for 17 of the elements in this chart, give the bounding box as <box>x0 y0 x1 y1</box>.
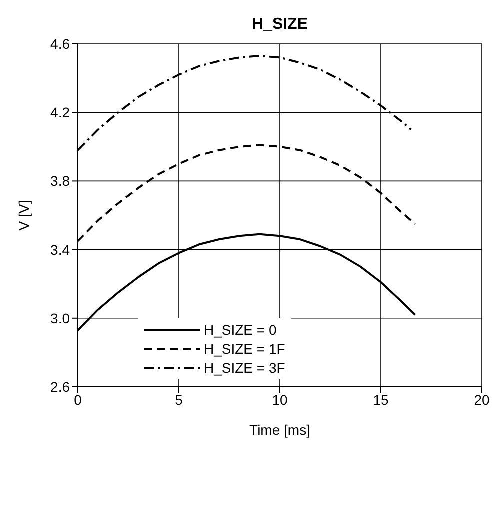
y-tick-label: 4.2 <box>50 104 70 121</box>
y-tick-label: 2.6 <box>50 378 70 395</box>
x-axis-title: Time [ms] <box>250 422 310 438</box>
x-tick-label: 20 <box>474 392 490 408</box>
legend-label: H_SIZE = 0 <box>204 322 277 338</box>
x-tick-label: 10 <box>272 392 288 408</box>
x-tick-label: 0 <box>74 392 82 408</box>
y-tick-label: 3.4 <box>50 242 70 258</box>
legend-label: H_SIZE = 3F <box>204 360 286 376</box>
y-tick-label: 4.6 <box>50 36 70 52</box>
x-tick-label: 15 <box>373 392 389 408</box>
x-tick-label: 5 <box>175 392 184 408</box>
chart-title: H_SIZE <box>250 16 309 34</box>
y-tick-label: 3.0 <box>50 310 70 326</box>
y-tick-label: 3.8 <box>50 173 70 190</box>
y-axis-title: V [V] <box>16 200 32 231</box>
legend-label: H_SIZE = 1F <box>204 340 286 356</box>
